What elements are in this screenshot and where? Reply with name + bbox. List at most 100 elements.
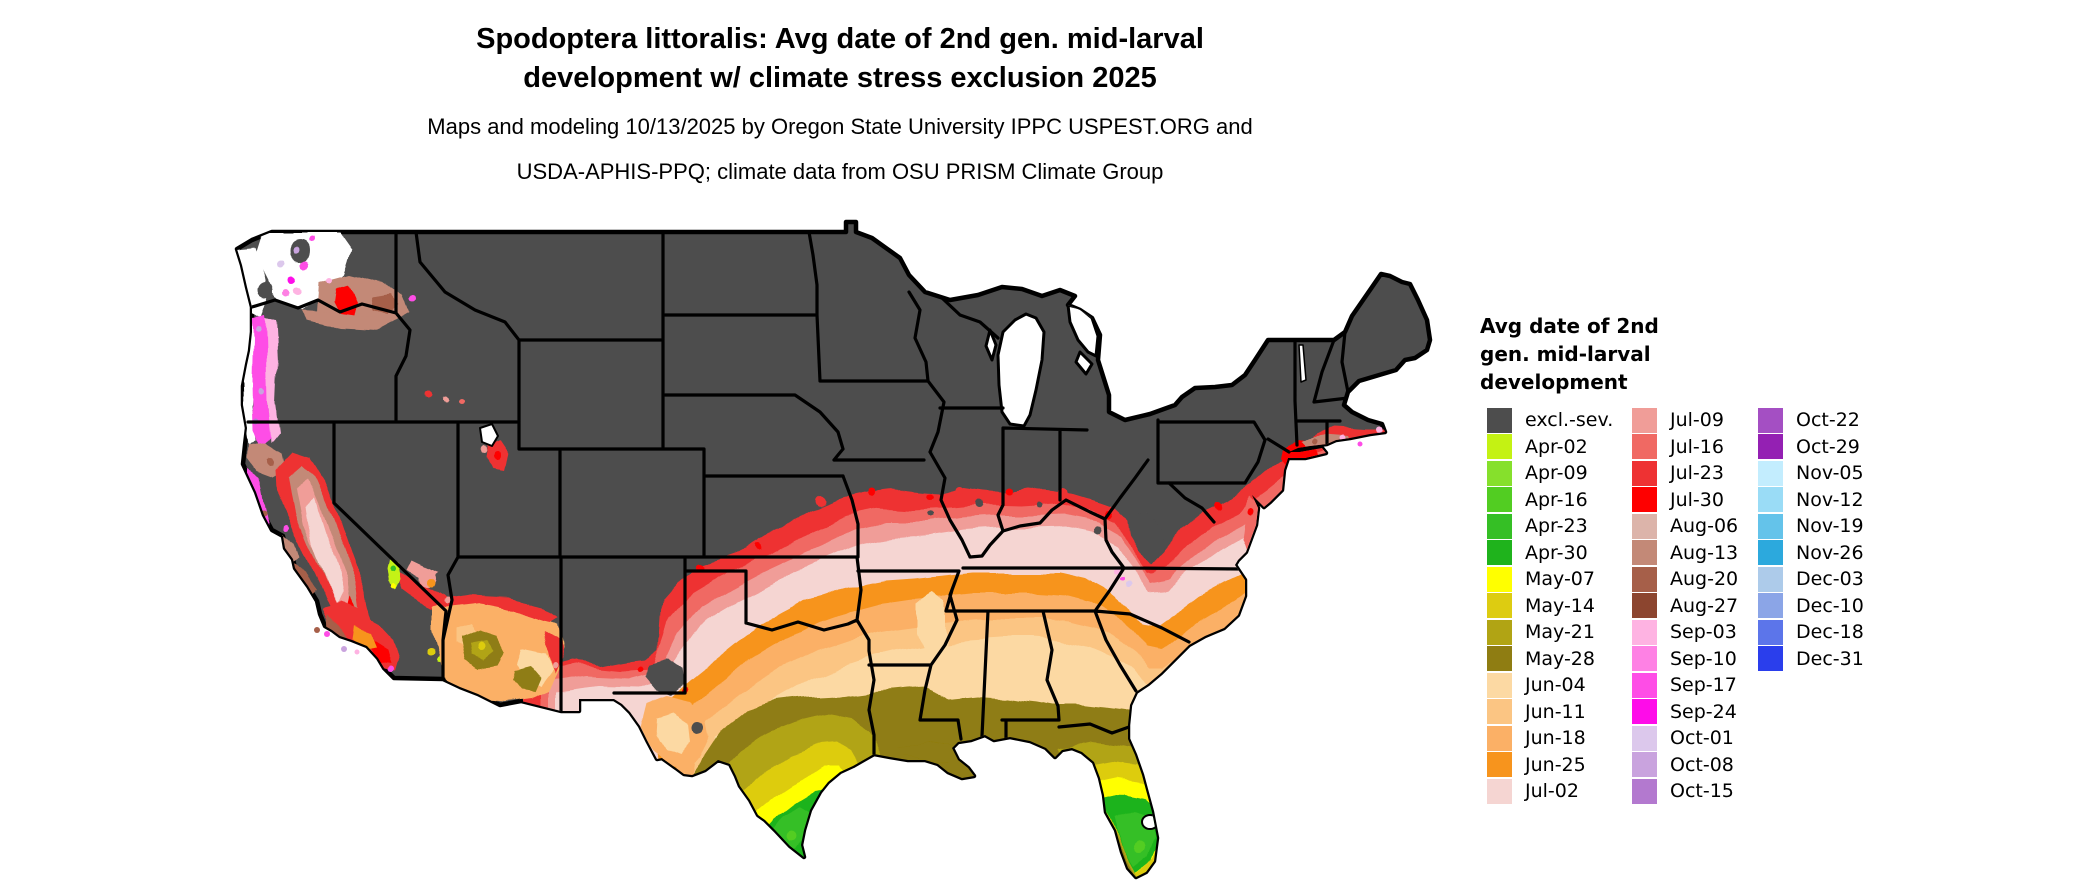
legend-swatch xyxy=(1758,407,1783,433)
legend-label: May-07 xyxy=(1525,568,1595,591)
legend-swatch xyxy=(1487,434,1512,460)
florida-keys xyxy=(1104,874,1118,877)
legend-swatch xyxy=(1632,566,1657,592)
legend-swatch xyxy=(1487,487,1512,513)
band-apr-16-spot xyxy=(787,833,797,843)
speckle xyxy=(694,719,706,731)
legend-swatch xyxy=(1632,725,1657,751)
legend-item: Nov-26 xyxy=(1758,540,1864,567)
legend-item: excl.-sev. xyxy=(1487,407,1632,434)
legend-title: Avg date of 2nd gen. mid-larval developm… xyxy=(1480,312,2080,396)
legend-swatch xyxy=(1632,460,1657,486)
legend-label: Jul-02 xyxy=(1525,780,1579,803)
saginaw-bay xyxy=(1074,350,1094,376)
legend-swatch xyxy=(1758,540,1783,566)
legend-label: Aug-20 xyxy=(1670,568,1739,591)
florida-keys xyxy=(1152,884,1166,889)
speckle xyxy=(259,387,265,393)
legend-column-3: Oct-22 Oct-29 Nov-05 Nov-12 Nov-19 Nov-26 Dec-… xyxy=(1758,407,1864,805)
legend-swatch xyxy=(1758,619,1783,645)
ca-valley-core xyxy=(305,498,342,608)
legend-item: Sep-10 xyxy=(1632,646,1758,673)
legend-label: Jun-04 xyxy=(1525,674,1586,697)
wa-coast-white xyxy=(238,248,268,318)
lake-michigan xyxy=(996,312,1046,428)
speckle xyxy=(291,274,299,282)
n-oregon-brown xyxy=(300,310,395,330)
legend-swatch xyxy=(1758,566,1783,592)
legend-swatch xyxy=(1758,487,1783,513)
speckle xyxy=(296,286,304,294)
legend-swatch xyxy=(1487,513,1512,539)
legend-item: Apr-23 xyxy=(1487,513,1632,540)
legend-label: Nov-26 xyxy=(1796,541,1864,564)
map-title-line1: Spodoptera littoralis: Avg date of 2nd g… xyxy=(476,23,1204,55)
speckle xyxy=(290,240,310,260)
se-az-red xyxy=(545,630,562,676)
legend-item: May-07 xyxy=(1487,566,1632,593)
legend-item: Aug-27 xyxy=(1632,593,1758,620)
speckle xyxy=(443,396,449,402)
legend-label: Sep-10 xyxy=(1670,647,1737,670)
legend-label: May-28 xyxy=(1525,647,1595,670)
legend-item: Jun-11 xyxy=(1487,699,1632,726)
band-apr-16-spot xyxy=(1132,840,1144,852)
green-bay xyxy=(984,328,998,362)
legend-item: Dec-03 xyxy=(1758,566,1864,593)
legend-swatch xyxy=(1632,540,1657,566)
speckle xyxy=(284,288,292,296)
tucson-olive xyxy=(510,668,540,694)
legend-title-line1: Avg date of 2nd xyxy=(1480,314,1659,338)
speckle xyxy=(459,398,465,404)
speckle xyxy=(412,297,418,303)
legend-item: Oct-29 xyxy=(1758,434,1864,461)
speckle xyxy=(278,258,286,266)
legend-item: Jul-09 xyxy=(1632,407,1758,434)
legend-swatch xyxy=(1487,407,1512,433)
legend-swatch xyxy=(1632,646,1657,672)
legend-item: Sep-24 xyxy=(1632,699,1758,726)
speckle xyxy=(551,665,557,671)
legend-item: Dec-31 xyxy=(1758,646,1864,673)
legend-item: Jun-25 xyxy=(1487,752,1632,779)
legend-label: Apr-23 xyxy=(1525,515,1588,538)
legend-label: Oct-15 xyxy=(1670,780,1734,803)
legend-label: Sep-24 xyxy=(1670,700,1737,723)
legend-item: Aug-13 xyxy=(1632,540,1758,567)
legend-item: Dec-18 xyxy=(1758,619,1864,646)
legend-swatch xyxy=(1632,434,1657,460)
legend-swatch xyxy=(1632,752,1657,778)
legend-swatch xyxy=(1487,540,1512,566)
socal-red-core xyxy=(368,640,390,664)
legend-item: Sep-17 xyxy=(1632,672,1758,699)
speckle xyxy=(1249,507,1255,513)
or-coast-pink xyxy=(266,320,280,440)
legend-label: Jul-16 xyxy=(1670,435,1724,458)
legend-label: Nov-19 xyxy=(1796,515,1864,538)
legend-label: Jul-23 xyxy=(1670,462,1724,485)
speckle xyxy=(293,247,299,253)
legend-swatch xyxy=(1487,646,1512,672)
legend-label: Aug-06 xyxy=(1670,515,1739,538)
appalachian-gray-wedge xyxy=(1124,511,1164,562)
speckle xyxy=(445,597,451,603)
speckle xyxy=(255,327,261,333)
legend-label: Dec-03 xyxy=(1796,568,1864,591)
legend-swatch xyxy=(1632,513,1657,539)
legend-swatch xyxy=(1758,513,1783,539)
legend-item: Nov-12 xyxy=(1758,487,1864,514)
legend-item: Apr-09 xyxy=(1487,460,1632,487)
legend-item: Nov-19 xyxy=(1758,513,1864,540)
legend-swatch xyxy=(1487,725,1512,751)
legend-swatch xyxy=(1487,593,1512,619)
legend-item: Aug-20 xyxy=(1632,566,1758,593)
legend-swatch xyxy=(1758,593,1783,619)
legend-item: May-14 xyxy=(1487,593,1632,620)
mississippi-valley-tongue xyxy=(918,592,946,662)
legend-item: Jun-04 xyxy=(1487,672,1632,699)
lake-champlain xyxy=(1298,344,1307,383)
legend-swatch xyxy=(1758,646,1783,672)
legend-label: Oct-29 xyxy=(1796,435,1860,458)
speckle xyxy=(1377,427,1383,433)
